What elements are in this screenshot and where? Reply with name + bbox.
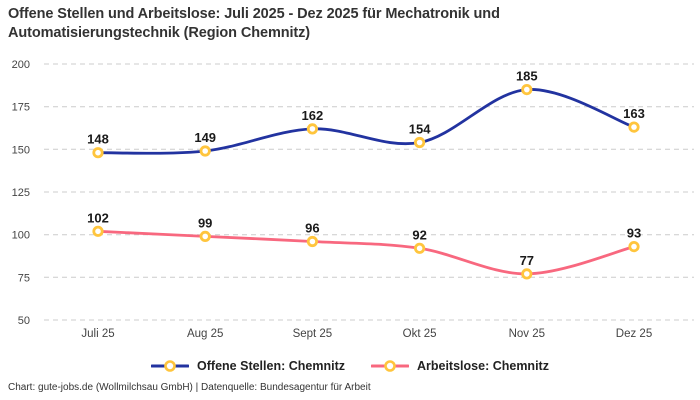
y-tick-label: 125 <box>12 187 30 199</box>
y-tick-label: 75 <box>18 272 30 284</box>
legend-item-arbeitslose[interactable]: Arbeitslose: Chemnitz <box>370 359 549 373</box>
data-point-label: 96 <box>305 221 319 236</box>
data-point-label: 99 <box>198 215 212 230</box>
data-point-marker[interactable] <box>306 123 318 135</box>
x-axis-label: Sept 25 <box>293 328 333 340</box>
data-point-label: 148 <box>87 132 109 147</box>
data-point-marker[interactable] <box>628 241 640 253</box>
legend: Offene Stellen: Chemnitz Arbeitslose: Ch… <box>0 354 700 378</box>
y-tick-label: 175 <box>12 102 30 114</box>
y-tick-label: 50 <box>18 315 30 327</box>
chart-title: Offene Stellen und Arbeitslose: Juli 202… <box>8 6 500 42</box>
data-point-marker[interactable] <box>413 136 426 149</box>
chart-source-note: Chart: gute-jobs.de (Wollmilchsau GmbH) … <box>8 382 371 393</box>
series-line <box>96 229 636 276</box>
line-marker-icon <box>151 360 190 372</box>
y-tick-label: 200 <box>12 59 30 71</box>
data-point-marker[interactable] <box>199 145 211 157</box>
data-point-marker[interactable] <box>628 121 640 133</box>
data-point-marker[interactable] <box>521 84 533 96</box>
legend-label-arbeitslose: Arbeitslose: Chemnitz <box>416 359 549 373</box>
y-tick-label: 150 <box>12 144 30 156</box>
data-point-marker[interactable] <box>92 147 104 159</box>
data-point-marker[interactable] <box>306 235 318 248</box>
x-axis-label: Aug 25 <box>187 328 223 340</box>
line-marker-icon <box>370 360 409 372</box>
data-point-marker[interactable] <box>413 242 426 254</box>
data-point-label: 162 <box>302 108 324 123</box>
data-point-label: 93 <box>627 226 641 241</box>
data-point-label: 149 <box>194 130 216 145</box>
data-point-marker[interactable] <box>199 230 211 242</box>
x-axis-label: Nov 25 <box>509 328 545 340</box>
data-point-label: 92 <box>412 227 426 242</box>
data-point-marker[interactable] <box>521 268 533 280</box>
x-axis-label: Juli 25 <box>81 328 114 340</box>
data-point-label: 163 <box>623 106 645 121</box>
series-line <box>96 88 636 155</box>
x-axis-label: Okt 25 <box>403 328 437 340</box>
x-axis-label: Dez 25 <box>616 328 652 340</box>
data-point-label: 185 <box>516 69 538 84</box>
data-point-label: 154 <box>409 122 431 137</box>
data-point-label: 102 <box>87 210 109 225</box>
data-point-marker[interactable] <box>92 225 104 237</box>
legend-item-offene-stellen[interactable]: Offene Stellen: Chemnitz <box>151 359 345 373</box>
y-tick-label: 100 <box>12 230 30 242</box>
legend-label-offene-stellen: Offene Stellen: Chemnitz <box>197 359 345 373</box>
data-point-label: 77 <box>520 253 534 268</box>
